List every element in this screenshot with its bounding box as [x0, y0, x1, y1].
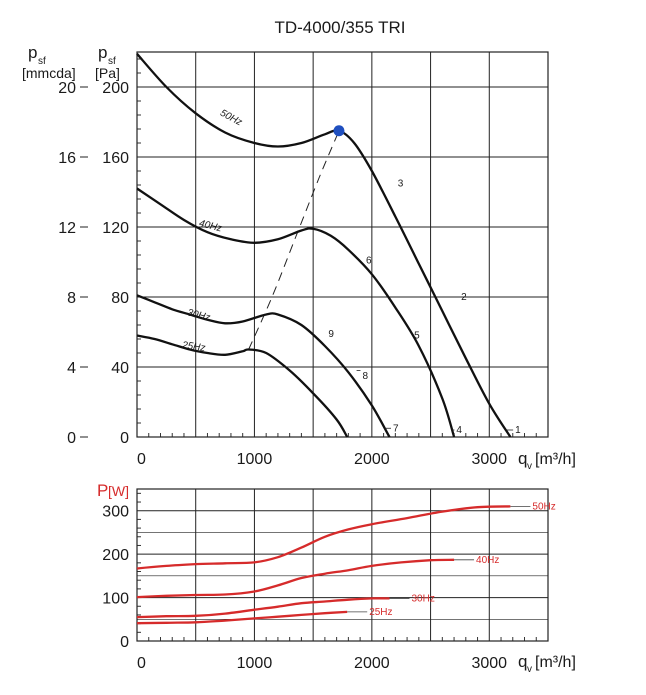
y-label-pa-sub: sf — [108, 56, 116, 67]
power-curve-25hz — [136, 610, 348, 625]
x-axis-label-lower: q v [m³/h] — [518, 652, 576, 675]
y-axis-label-pa: p sf [Pa] — [95, 43, 120, 81]
curve-point-label: 7 — [393, 423, 399, 434]
x-axis-label-upper: q v [m³/h] — [518, 449, 576, 472]
y-label-pa-symbol: p — [98, 43, 107, 62]
y-axis-label-mmcda: p sf [mmcda] — [22, 43, 76, 81]
y-tick-label-mmcda: 20 — [58, 80, 76, 97]
x-tick-label: 1000 — [237, 451, 273, 468]
x-tick-label: 3000 — [471, 451, 507, 468]
y-tick-label-pa: 40 — [111, 360, 129, 377]
y-tick-label-pa: 80 — [111, 290, 129, 307]
chart-title: TD-4000/355 TRI — [274, 18, 405, 37]
plot-frame — [136, 51, 549, 438]
curve-point-label: 4 — [456, 425, 462, 436]
power-label-50hz: 50Hz — [532, 501, 555, 512]
x-label-lower-unit: [m³/h] — [535, 654, 576, 671]
curve-label-25hz: 25Hz — [180, 340, 206, 354]
pressure-curve-30hz — [136, 294, 391, 438]
curve-label-50hz: 50Hz — [218, 108, 244, 129]
x-tick-label: 3000 — [471, 655, 507, 672]
curve-point-label: 2 — [461, 292, 467, 303]
curve-point-label: 9 — [328, 329, 334, 340]
x-tick-label: 2000 — [354, 451, 390, 468]
y-tick-label-power: 200 — [102, 547, 129, 564]
pressure-curve-25hz — [136, 334, 349, 438]
curve-label-40hz: 40Hz — [198, 218, 223, 234]
pressure-curve-40hz — [136, 187, 456, 438]
y-tick-label-mmcda: 8 — [67, 290, 76, 307]
y-tick-label-power: 0 — [120, 634, 129, 651]
power-label-unit: [W] — [108, 483, 129, 499]
x-label-upper-sub: v — [527, 461, 532, 472]
x-label-lower-symbol: q — [518, 652, 527, 671]
y-tick-label-pa: 200 — [102, 80, 129, 97]
y-tick-label-mmcda: 12 — [58, 220, 76, 237]
plot-frame — [136, 488, 549, 642]
x-tick-label: 1000 — [237, 655, 273, 672]
y-label-pa-unit: [Pa] — [95, 65, 120, 81]
x-label-lower-sub: v — [527, 664, 532, 675]
operating-point — [333, 125, 345, 137]
x-tick-label: 0 — [137, 451, 146, 468]
curve-point-label: 1 — [515, 425, 521, 436]
curve-point-label: 3 — [398, 178, 404, 189]
y-tick-label-pa: 160 — [102, 150, 129, 167]
y-tick-label-mmcda: 0 — [67, 430, 76, 447]
y-tick-label-pa: 120 — [102, 220, 129, 237]
power-label-symbol: P — [97, 481, 108, 500]
y-label-mmcda-sub: sf — [38, 56, 46, 67]
power-label-25hz: 25Hz — [369, 607, 392, 618]
curve-point-label: 8 — [362, 371, 368, 382]
x-tick-label: 2000 — [354, 655, 390, 672]
x-label-upper-unit: [m³/h] — [535, 451, 576, 468]
y-tick-label-mmcda: 4 — [67, 360, 76, 377]
y-tick-label-power: 100 — [102, 591, 129, 608]
curve-label-30hz: 30Hz — [186, 307, 211, 323]
power-axis-label: P [W] — [97, 481, 129, 500]
y-label-mmcda-symbol: p — [28, 43, 37, 62]
x-label-upper-symbol: q — [518, 449, 527, 468]
power-label-40hz: 40Hz — [476, 555, 499, 566]
pressure-curve-50hz — [136, 53, 512, 438]
y-tick-label-power: 300 — [102, 504, 129, 521]
curve-point-label: 6 — [366, 255, 372, 266]
power-curve-40hz — [136, 558, 455, 599]
y-tick-label-mmcda: 16 — [58, 150, 76, 167]
power-curve-50hz — [136, 505, 511, 570]
curve-point-label: 5 — [414, 331, 420, 342]
x-tick-label: 0 — [137, 655, 146, 672]
y-tick-label-pa: 0 — [120, 430, 129, 447]
y-label-mmcda-unit: [mmcda] — [22, 65, 76, 81]
power-label-30hz: 30Hz — [411, 593, 434, 604]
power-curve-30hz — [136, 597, 390, 619]
